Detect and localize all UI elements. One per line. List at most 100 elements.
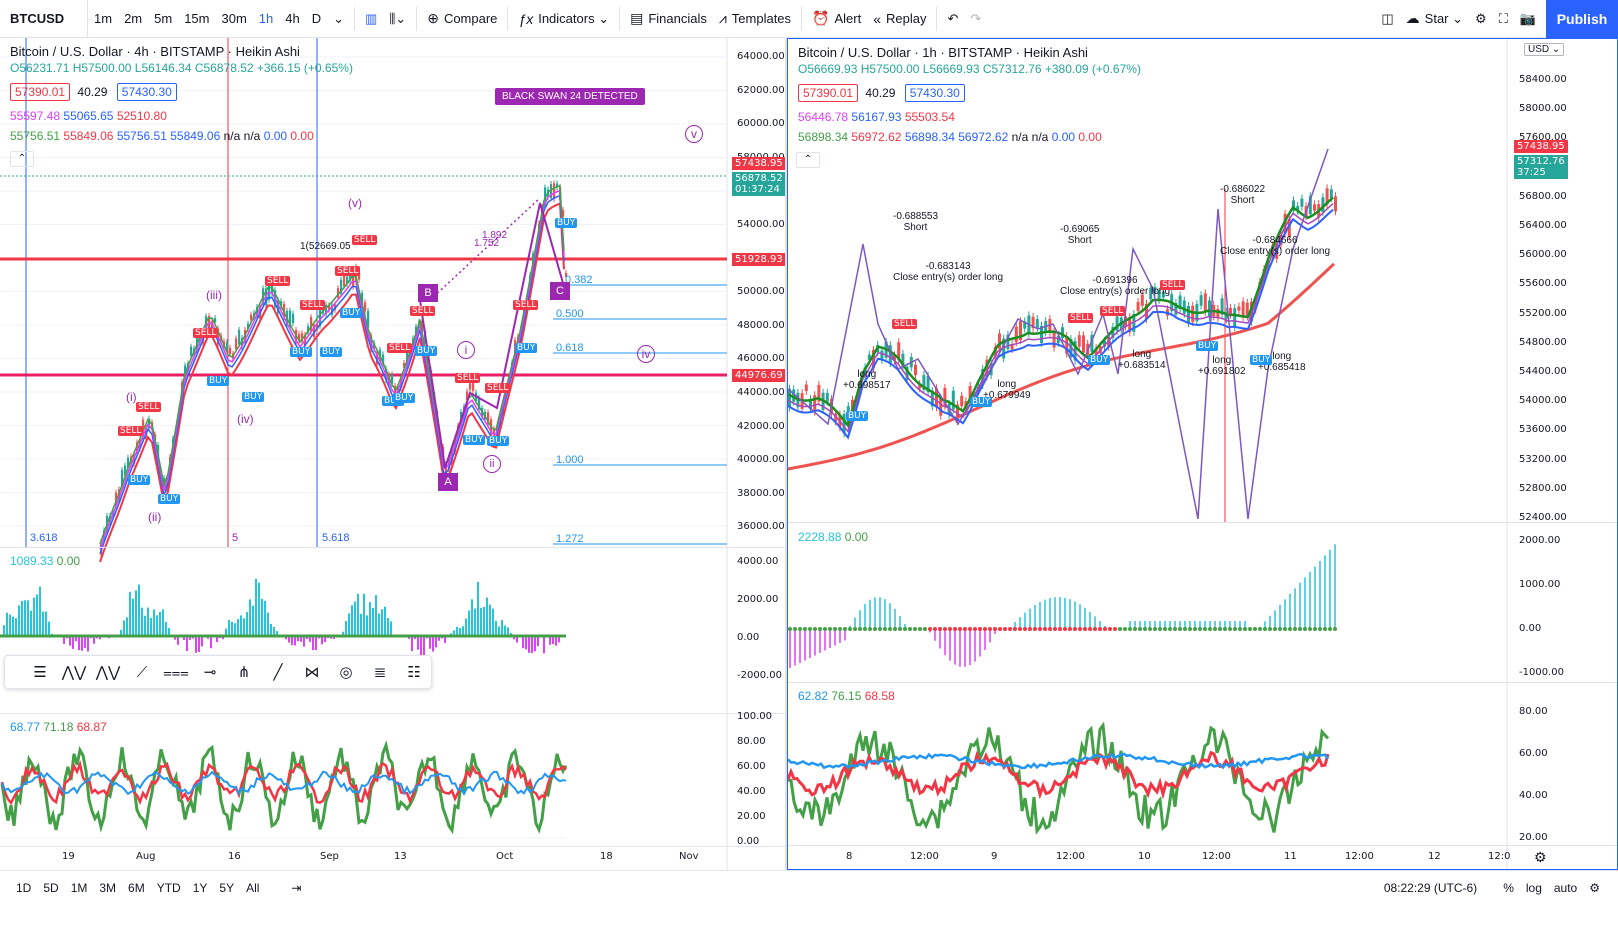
- chevron-down-icon: ⌄: [333, 10, 345, 26]
- interval-1m[interactable]: 1m: [94, 11, 113, 26]
- range-all[interactable]: All: [246, 880, 260, 895]
- interval-2m[interactable]: 2m: [124, 11, 143, 26]
- candle-body: [1010, 344, 1014, 350]
- log-toggle[interactable]: log: [1525, 880, 1542, 895]
- ask-price[interactable]: 57430.30: [904, 84, 965, 102]
- interval-5m[interactable]: 5m: [154, 11, 173, 26]
- drawing-tool-gann[interactable]: ◎: [329, 663, 363, 681]
- drawing-tool-fib-channel[interactable]: ≣: [363, 663, 397, 681]
- pane-divider[interactable]: [0, 547, 785, 548]
- candle-body: [985, 359, 989, 377]
- symbol-search[interactable]: BTCUSD: [0, 0, 88, 38]
- pane-divider[interactable]: [0, 713, 785, 714]
- oscillator-dot: [1068, 627, 1072, 631]
- collapse-legend-button[interactable]: ⌃: [10, 151, 34, 167]
- drawing-tool-pattern[interactable]: ⋈: [295, 663, 329, 681]
- publish-button[interactable]: Publish: [1546, 0, 1618, 38]
- candle-body: [1019, 321, 1022, 341]
- drawing-tool-xabcd[interactable]: ⋀⋁: [57, 663, 91, 681]
- bid-price[interactable]: 57390.01: [798, 84, 859, 102]
- interval-1h[interactable]: 1h: [258, 11, 274, 26]
- axis-tick-label: 56400.00: [1519, 220, 1567, 231]
- drawing-tool-lines[interactable]: ☰: [23, 663, 57, 681]
- pane-divider[interactable]: [788, 522, 1617, 523]
- time-tick-label: 12:00: [1345, 851, 1374, 862]
- range-5y[interactable]: 5Y: [219, 880, 235, 895]
- elliott-wave-line: [419, 299, 446, 469]
- chart-settings-button[interactable]: ⚙: [1583, 881, 1606, 895]
- interval-4h[interactable]: 4h: [285, 11, 300, 26]
- range-1d[interactable]: 1D: [16, 880, 32, 895]
- drawing-tool-fib[interactable]: ⩶: [159, 664, 193, 681]
- candle-body: [1287, 218, 1291, 237]
- interval-dropdown[interactable]: ⌄: [327, 0, 350, 38]
- annotation-line: +0.685418: [1258, 362, 1306, 373]
- oscillator-dot: [1178, 627, 1182, 631]
- right-chart[interactable]: Bitcoin / U.S. Dollar · 1h · BITSTAMP · …: [787, 38, 1618, 870]
- compare-button[interactable]: ⊕ Compare: [421, 0, 503, 38]
- interval-15m[interactable]: 15m: [184, 11, 210, 26]
- drawing-tool-line[interactable]: ╱: [261, 663, 295, 681]
- star-button[interactable]: ☁ Star ⌄: [1400, 0, 1469, 38]
- oscillator-dot: [988, 627, 992, 631]
- fullscreen-button[interactable]: ⛶: [1493, 0, 1514, 38]
- drawing-tool-pitchfork[interactable]: ⋔: [227, 663, 261, 681]
- axis-tick-label: 56000.00: [1519, 249, 1567, 261]
- candle-body: [867, 354, 871, 360]
- oscillator-dot: [1073, 627, 1077, 631]
- range-3m[interactable]: 3M: [99, 880, 117, 895]
- interval-d[interactable]: D: [311, 11, 322, 26]
- annotation-line: +0.691802: [1198, 366, 1246, 377]
- settings-button[interactable]: ⚙: [1469, 0, 1493, 38]
- interval-30m[interactable]: 30m: [221, 11, 247, 26]
- clock-timezone[interactable]: 08:22:29 (UTC-6): [1383, 880, 1478, 895]
- candle-body: [1077, 335, 1081, 347]
- chart-type-button[interactable]: ⫼ ⌄: [383, 0, 412, 38]
- goto-date-button[interactable]: ⇥: [285, 881, 307, 895]
- axis-settings-button[interactable]: ⚙: [1534, 849, 1547, 866]
- candle-body: [1145, 303, 1148, 319]
- oscillator-dot: [788, 627, 792, 631]
- drawing-tool-hline[interactable]: ⊸: [193, 663, 227, 681]
- currency-selector[interactable]: USD ⌄: [1524, 43, 1565, 56]
- alert-button[interactable]: ⏰ Alert: [806, 0, 867, 38]
- candle-body: [918, 383, 922, 389]
- range-ytd[interactable]: YTD: [156, 880, 181, 895]
- financials-button[interactable]: ▤ Financials: [624, 0, 713, 38]
- time-tick-label: 8: [846, 851, 853, 862]
- axis-tick-label: 58000.00: [1519, 103, 1567, 115]
- drawing-tool-trendline[interactable]: ⟋: [125, 664, 159, 681]
- range-1y[interactable]: 1Y: [192, 880, 208, 895]
- range-1m[interactable]: 1M: [70, 880, 88, 895]
- snapshot-button[interactable]: 📷: [1514, 0, 1542, 38]
- candle-body: [352, 269, 355, 287]
- oscillator-dot: [1168, 627, 1172, 631]
- drawing-tool-abc[interactable]: ⋀⋁: [91, 663, 125, 681]
- range-6m[interactable]: 6M: [128, 880, 145, 895]
- pane-divider[interactable]: [788, 682, 1617, 683]
- oscillator-dot: [1098, 627, 1102, 631]
- oscillator-dot: [793, 627, 797, 631]
- layout-button[interactable]: ◫: [1375, 0, 1399, 38]
- wave-label: B: [418, 284, 438, 302]
- indicators-button[interactable]: ƒx Indicators ⌄: [512, 0, 615, 38]
- bar-style-button[interactable]: ▥: [359, 0, 383, 38]
- percent-toggle[interactable]: %: [1503, 880, 1514, 895]
- collapse-legend-button[interactable]: ⌃: [796, 152, 820, 168]
- redo-button[interactable]: ↷: [964, 0, 987, 38]
- auto-toggle[interactable]: auto: [1553, 880, 1578, 895]
- chart-splitter[interactable]: [785, 38, 787, 870]
- ind2-value: n/a: [223, 129, 241, 143]
- candle-body: [1229, 308, 1232, 315]
- candle-body: [1014, 326, 1018, 343]
- ask-price[interactable]: 57430.30: [116, 83, 177, 101]
- replay-button[interactable]: « Replay: [867, 0, 932, 38]
- range-5d[interactable]: 5D: [43, 880, 59, 895]
- bid-price[interactable]: 57390.01: [10, 83, 71, 101]
- left-chart[interactable]: Bitcoin / U.S. Dollar · 4h · BITSTAMP · …: [0, 38, 785, 870]
- undo-button[interactable]: ↶: [941, 0, 964, 38]
- templates-button[interactable]: ⩘ Templates: [713, 0, 797, 38]
- drawing-toolbar: ☰ ⋀⋁ ⋀⋁ ⟋ ⩶ ⊸ ⋔ ╱ ⋈ ◎ ≣ ☷: [4, 655, 432, 689]
- drawing-tool-settings[interactable]: ☷: [397, 663, 431, 681]
- oscillator-dot: [1328, 627, 1332, 631]
